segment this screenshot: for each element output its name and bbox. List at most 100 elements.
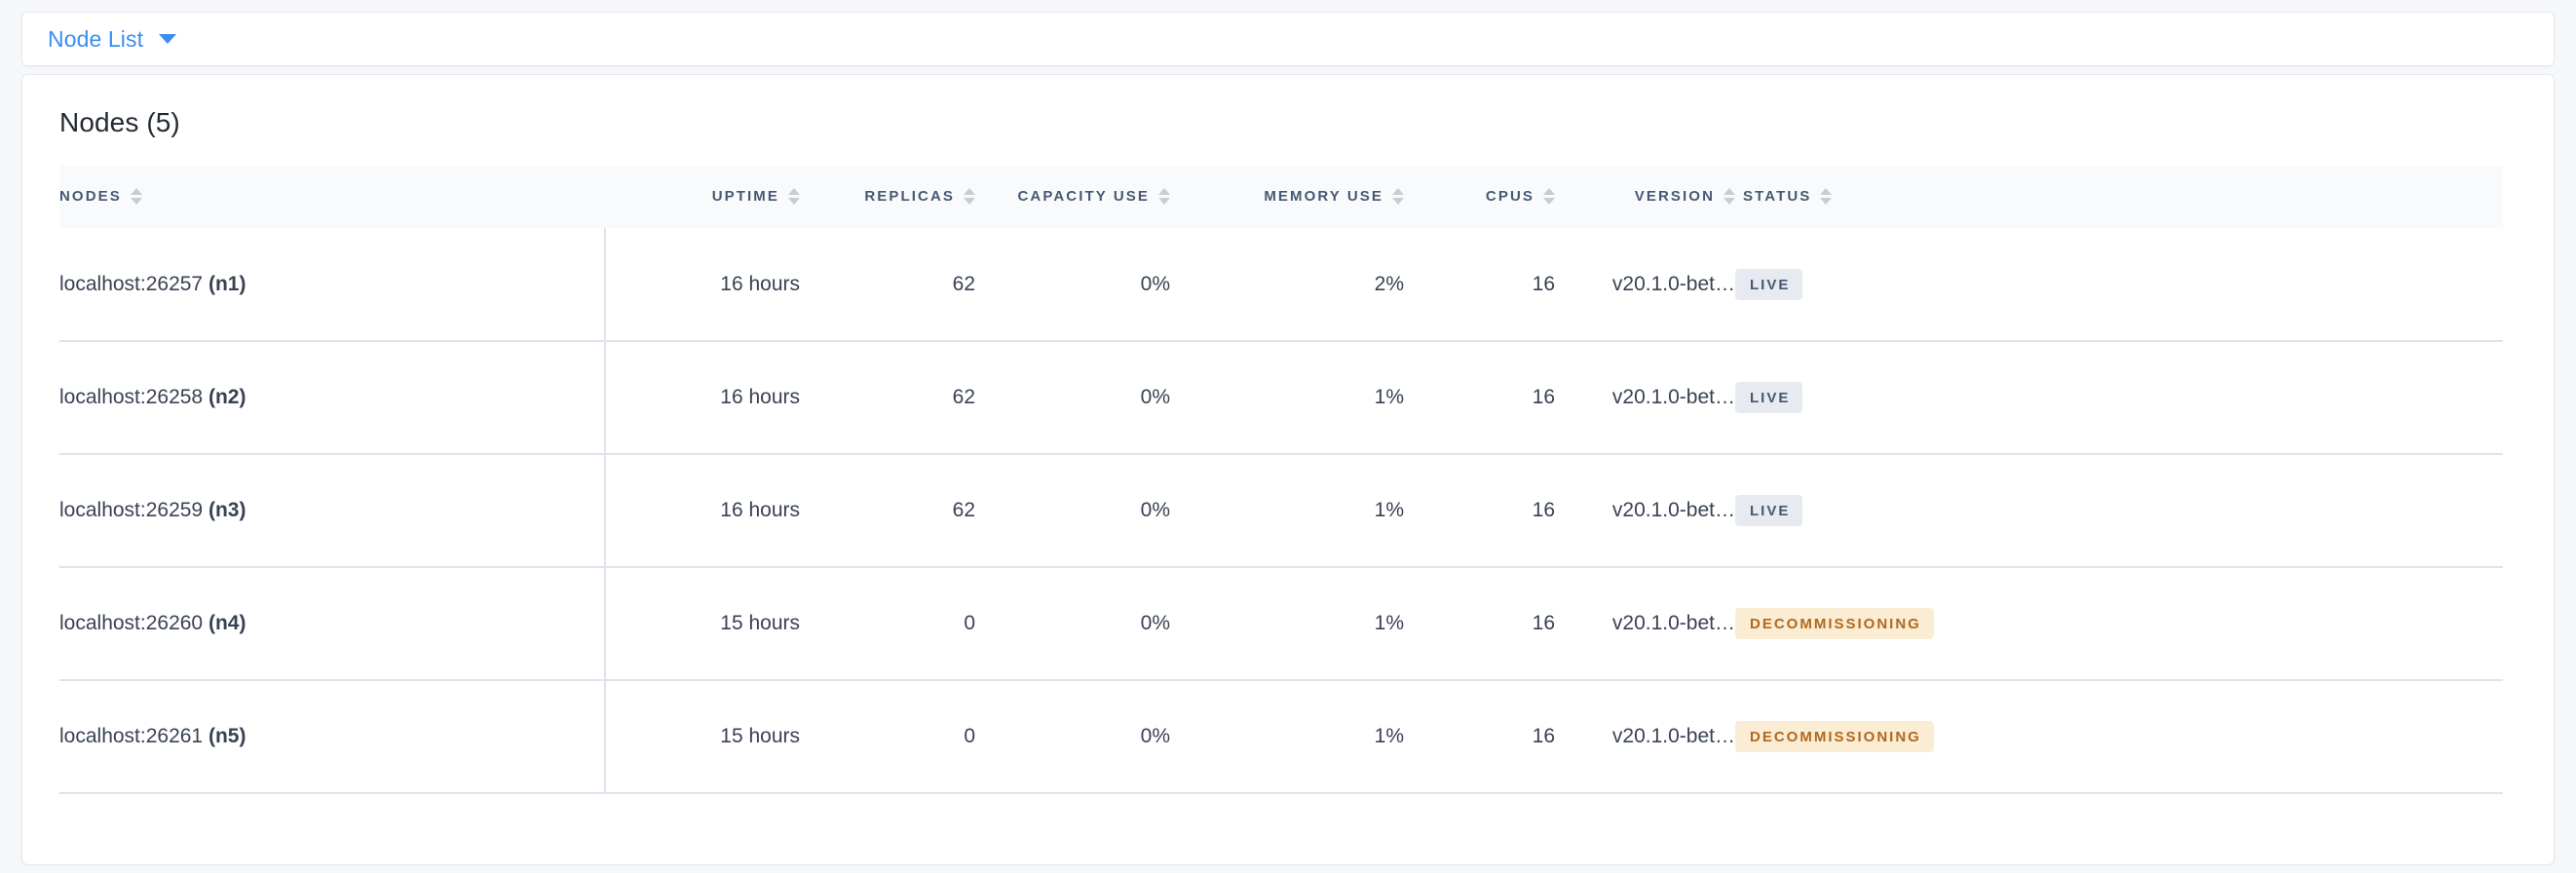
cell-memory-use: 1% <box>1170 680 1404 795</box>
cell-version: v20.1.0-bet… <box>1555 567 1735 682</box>
column-header-replicas[interactable]: Replicas <box>800 165 975 229</box>
table-row[interactable]: localhost:26257 (n1) 16 hours 62 0% 2% 16 v20.… <box>59 228 2503 343</box>
cell-cpus: 16 <box>1404 567 1555 682</box>
cell-replicas: 62 <box>800 341 975 456</box>
node-id: (n3) <box>203 499 246 522</box>
sort-icon[interactable] <box>1724 187 1735 205</box>
node-id: (n1) <box>203 272 246 295</box>
node-list-selector-card: Node List <box>21 12 2555 66</box>
cell-cpus: 16 <box>1404 680 1555 795</box>
cell-status: DECOMMISSIONING <box>1735 567 2057 682</box>
cell-uptime: 15 hours <box>605 680 800 795</box>
cell-uptime: 16 hours <box>605 341 800 456</box>
node-host: localhost:26257 <box>59 272 204 295</box>
cell-replicas: 62 <box>800 454 975 569</box>
status-badge: LIVE <box>1735 495 1803 527</box>
page-title: Nodes (5) <box>59 107 180 137</box>
cell-version: v20.1.0-bet… <box>1555 228 1735 343</box>
cell-status: LIVE <box>1735 341 2057 456</box>
table-row[interactable]: localhost:26260 (n4) 15 hours 0 0% 1% 16 v20.1… <box>59 567 2503 682</box>
cell-version: v20.1.0-bet… <box>1555 341 1735 456</box>
cell-status: LIVE <box>1735 228 2057 343</box>
cell-replicas: 62 <box>800 228 975 343</box>
sort-icon[interactable] <box>788 187 800 205</box>
cell-node[interactable]: localhost:26260 (n4) <box>59 567 606 682</box>
cell-spacer <box>2057 341 2503 456</box>
column-header-uptime-label: Uptime <box>711 187 779 205</box>
status-badge: LIVE <box>1735 268 1803 300</box>
sort-icon[interactable] <box>1543 187 1555 205</box>
cell-cpus: 16 <box>1404 454 1555 569</box>
cell-memory-use: 2% <box>1170 228 1404 343</box>
column-header-capacity-use-label: Capacity Use <box>1017 187 1150 205</box>
node-id: (n5) <box>203 725 246 748</box>
cell-spacer <box>2057 454 2503 569</box>
node-host: localhost:26259 <box>59 499 204 522</box>
cell-node[interactable]: localhost:26259 (n3) <box>59 454 606 569</box>
cell-uptime: 16 hours <box>605 454 800 569</box>
cell-memory-use: 1% <box>1170 454 1404 569</box>
node-host: localhost:26261 <box>59 725 204 748</box>
column-header-replicas-label: Replicas <box>864 187 955 205</box>
cell-version: v20.1.0-bet… <box>1555 680 1735 795</box>
cell-cpus: 16 <box>1404 341 1555 456</box>
sort-icon[interactable] <box>130 187 142 205</box>
cell-replicas: 0 <box>800 680 975 795</box>
column-header-status-label: Status <box>1743 187 1812 205</box>
sort-icon[interactable] <box>964 187 975 205</box>
sort-icon[interactable] <box>1392 187 1404 205</box>
column-header-cpus[interactable]: CPUs <box>1404 165 1555 229</box>
cell-capacity-use: 0% <box>975 567 1170 682</box>
column-header-spacer <box>2057 165 2503 229</box>
table-header-row: Nodes Uptime Replicas <box>59 165 2503 229</box>
table-row[interactable]: localhost:26261 (n5) 15 hours 0 0% 1% 16 v20.1… <box>59 680 2503 795</box>
column-header-uptime[interactable]: Uptime <box>605 165 800 229</box>
column-header-nodes[interactable]: Nodes <box>59 165 605 229</box>
node-host: localhost:26260 <box>59 612 204 635</box>
status-badge: DECOMMISSIONING <box>1735 608 1934 640</box>
cell-memory-use: 1% <box>1170 341 1404 456</box>
cell-capacity-use: 0% <box>975 454 1170 569</box>
cell-spacer <box>2057 680 2503 795</box>
nodes-table-body: localhost:26257 (n1) 16 hours 62 0% 2% 16 v20.… <box>59 228 2503 795</box>
cell-memory-use: 1% <box>1170 567 1404 682</box>
node-list-dropdown-label: Node List <box>48 25 144 52</box>
column-header-status[interactable]: Status <box>1735 165 2057 229</box>
node-list-dropdown[interactable]: Node List <box>48 25 177 52</box>
cell-spacer <box>2057 567 2503 682</box>
column-header-memory-use-label: Memory Use <box>1264 187 1383 205</box>
sort-icon[interactable] <box>1820 187 1833 205</box>
cell-capacity-use: 0% <box>975 228 1170 343</box>
node-host: localhost:26258 <box>59 386 204 409</box>
status-badge: DECOMMISSIONING <box>1735 721 1934 753</box>
cell-uptime: 16 hours <box>605 228 800 343</box>
nodes-table: Nodes Uptime Replicas <box>59 165 2503 795</box>
cell-node[interactable]: localhost:26258 (n2) <box>59 341 606 456</box>
cell-uptime: 15 hours <box>605 567 800 682</box>
cell-node[interactable]: localhost:26261 (n5) <box>59 680 606 795</box>
cell-version: v20.1.0-bet… <box>1555 454 1735 569</box>
cell-spacer <box>2057 228 2503 343</box>
sort-icon[interactable] <box>1158 187 1170 205</box>
cell-status: LIVE <box>1735 454 2057 569</box>
column-header-nodes-label: Nodes <box>59 187 122 205</box>
cell-replicas: 0 <box>800 567 975 682</box>
table-row[interactable]: localhost:26259 (n3) 16 hours 62 0% 1% 16 v20.… <box>59 454 2503 569</box>
column-header-version[interactable]: Version <box>1555 165 1735 229</box>
node-id: (n4) <box>203 612 246 635</box>
cell-cpus: 16 <box>1404 228 1555 343</box>
column-header-memory-use[interactable]: Memory Use <box>1170 165 1404 229</box>
column-header-capacity-use[interactable]: Capacity Use <box>975 165 1170 229</box>
table-row[interactable]: localhost:26258 (n2) 16 hours 62 0% 1% 16 v20.… <box>59 341 2503 456</box>
chevron-down-icon <box>159 34 177 44</box>
node-id: (n2) <box>203 386 246 409</box>
nodes-table-wrapper: Nodes Uptime Replicas <box>22 165 2554 795</box>
nodes-table-card: Nodes (5) Nodes <box>21 74 2555 865</box>
cell-capacity-use: 0% <box>975 341 1170 456</box>
cell-node[interactable]: localhost:26257 (n1) <box>59 228 606 343</box>
nodes-table-head: Nodes Uptime Replicas <box>59 165 2503 229</box>
cell-capacity-use: 0% <box>975 680 1170 795</box>
column-header-cpus-label: CPUs <box>1485 187 1534 205</box>
column-header-version-label: Version <box>1634 187 1715 205</box>
